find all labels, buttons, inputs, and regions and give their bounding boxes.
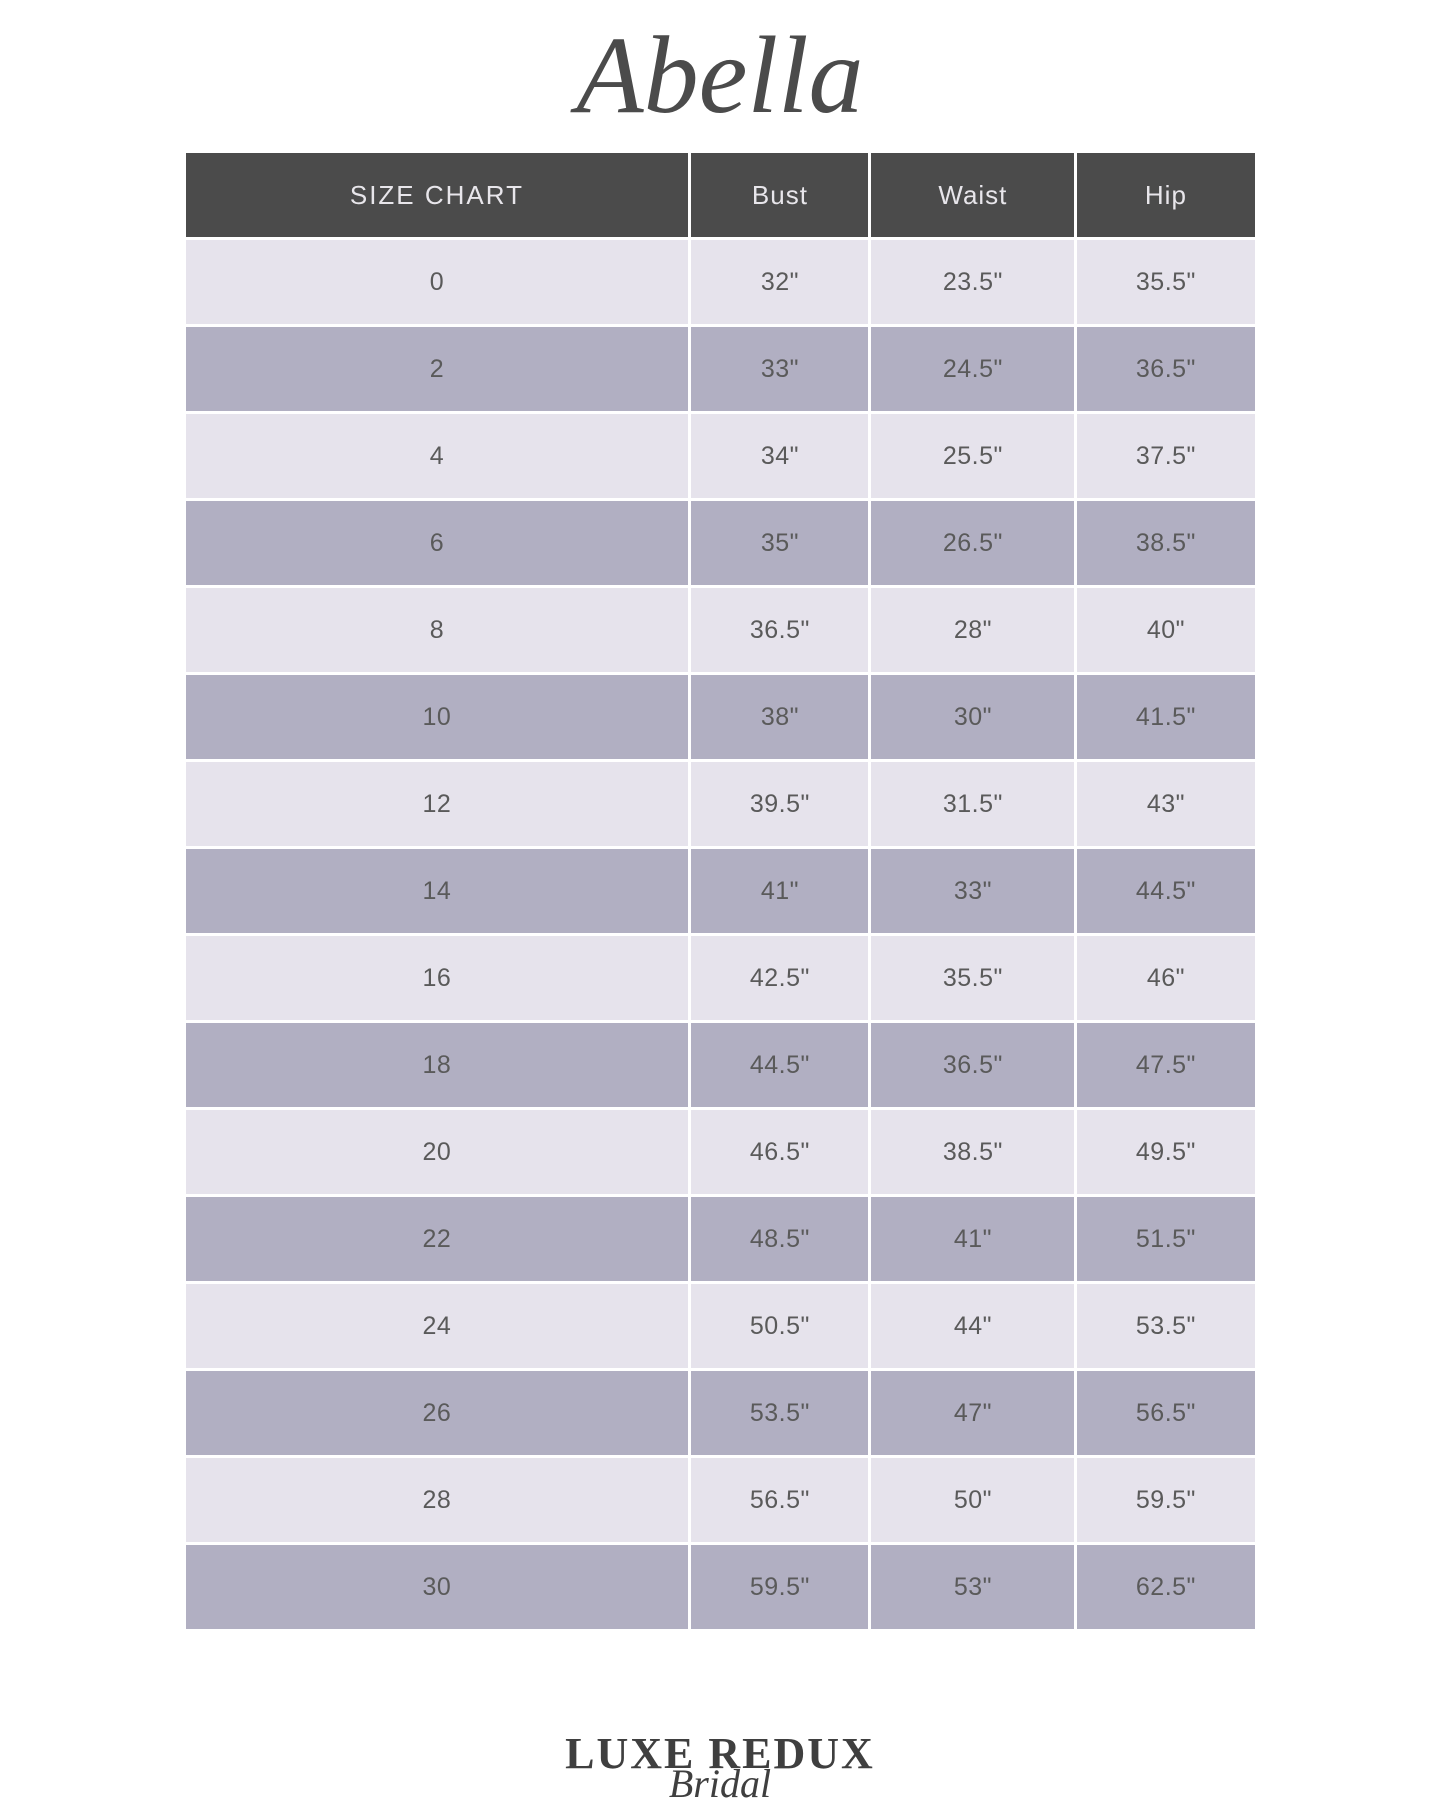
table-cell: 51.5"	[1077, 1197, 1254, 1281]
table-cell: 35.5"	[871, 936, 1074, 1020]
footer-logo: LUXE REDUX Bridal	[565, 1732, 875, 1804]
table-cell: 31.5"	[871, 762, 1074, 846]
table-row: 635"26.5"38.5"	[186, 501, 1255, 585]
table-cell: 42.5"	[691, 936, 868, 1020]
table-cell: 47"	[871, 1371, 1074, 1455]
table-row: 3059.5"53"62.5"	[186, 1545, 1255, 1629]
table-cell: 50.5"	[691, 1284, 868, 1368]
table-cell: 16	[186, 936, 689, 1020]
page-root: Abella SIZE CHART Bust Waist Hip 032"23.…	[0, 0, 1440, 1800]
table-row: 1642.5"35.5"46"	[186, 936, 1255, 1020]
table-cell: 49.5"	[1077, 1110, 1254, 1194]
table-cell: 38"	[691, 675, 868, 759]
table-row: 233"24.5"36.5"	[186, 327, 1255, 411]
table-cell: 53"	[871, 1545, 1074, 1629]
table-cell: 50"	[871, 1458, 1074, 1542]
table-cell: 0	[186, 240, 689, 324]
table-cell: 26.5"	[871, 501, 1074, 585]
table-row: 2046.5"38.5"49.5"	[186, 1110, 1255, 1194]
table-cell: 38.5"	[871, 1110, 1074, 1194]
table-row: 2653.5"47"56.5"	[186, 1371, 1255, 1455]
table-row: 2856.5"50"59.5"	[186, 1458, 1255, 1542]
table-cell: 6	[186, 501, 689, 585]
table-cell: 30"	[871, 675, 1074, 759]
table-cell: 12	[186, 762, 689, 846]
table-cell: 26	[186, 1371, 689, 1455]
table-cell: 41"	[871, 1197, 1074, 1281]
table-cell: 25.5"	[871, 414, 1074, 498]
table-cell: 47.5"	[1077, 1023, 1254, 1107]
table-cell: 44"	[871, 1284, 1074, 1368]
table-row: 2450.5"44"53.5"	[186, 1284, 1255, 1368]
size-chart-table: SIZE CHART Bust Waist Hip 032"23.5"35.5"…	[183, 150, 1258, 1632]
table-cell: 53.5"	[691, 1371, 868, 1455]
table-cell: 46.5"	[691, 1110, 868, 1194]
table-row: 1239.5"31.5"43"	[186, 762, 1255, 846]
table-row: 2248.5"41"51.5"	[186, 1197, 1255, 1281]
table-row: 1441"33"44.5"	[186, 849, 1255, 933]
table-cell: 23.5"	[871, 240, 1074, 324]
table-cell: 53.5"	[1077, 1284, 1254, 1368]
table-cell: 44.5"	[691, 1023, 868, 1107]
table-cell: 33"	[871, 849, 1074, 933]
table-cell: 59.5"	[1077, 1458, 1254, 1542]
table-cell: 14	[186, 849, 689, 933]
table-cell: 39.5"	[691, 762, 868, 846]
table-cell: 28"	[871, 588, 1074, 672]
col-header-hip: Hip	[1077, 153, 1254, 237]
table-cell: 56.5"	[691, 1458, 868, 1542]
table-cell: 41"	[691, 849, 868, 933]
table-cell: 22	[186, 1197, 689, 1281]
table-cell: 59.5"	[691, 1545, 868, 1629]
col-header-bust: Bust	[691, 153, 868, 237]
col-header-waist: Waist	[871, 153, 1074, 237]
table-cell: 2	[186, 327, 689, 411]
table-row: 1038"30"41.5"	[186, 675, 1255, 759]
table-cell: 48.5"	[691, 1197, 868, 1281]
table-row: 434"25.5"37.5"	[186, 414, 1255, 498]
table-header: SIZE CHART Bust Waist Hip	[186, 153, 1255, 237]
table-cell: 43"	[1077, 762, 1254, 846]
col-header-size: SIZE CHART	[186, 153, 689, 237]
table-cell: 62.5"	[1077, 1545, 1254, 1629]
table-cell: 10	[186, 675, 689, 759]
table-row: 032"23.5"35.5"	[186, 240, 1255, 324]
table-cell: 36.5"	[1077, 327, 1254, 411]
table-cell: 41.5"	[1077, 675, 1254, 759]
table-cell: 18	[186, 1023, 689, 1107]
table-cell: 32"	[691, 240, 868, 324]
table-cell: 4	[186, 414, 689, 498]
brand-title: Abella	[576, 20, 863, 130]
table-cell: 28	[186, 1458, 689, 1542]
table-cell: 36.5"	[871, 1023, 1074, 1107]
table-cell: 24.5"	[871, 327, 1074, 411]
table-body: 032"23.5"35.5"233"24.5"36.5"434"25.5"37.…	[186, 240, 1255, 1629]
table-cell: 56.5"	[1077, 1371, 1254, 1455]
table-cell: 40"	[1077, 588, 1254, 672]
table-cell: 35"	[691, 501, 868, 585]
table-cell: 37.5"	[1077, 414, 1254, 498]
table-cell: 20	[186, 1110, 689, 1194]
table-cell: 30	[186, 1545, 689, 1629]
table-cell: 8	[186, 588, 689, 672]
table-cell: 44.5"	[1077, 849, 1254, 933]
table-cell: 46"	[1077, 936, 1254, 1020]
table-cell: 24	[186, 1284, 689, 1368]
table-cell: 33"	[691, 327, 868, 411]
table-row: 836.5"28"40"	[186, 588, 1255, 672]
table-cell: 38.5"	[1077, 501, 1254, 585]
table-row: 1844.5"36.5"47.5"	[186, 1023, 1255, 1107]
table-cell: 35.5"	[1077, 240, 1254, 324]
table-cell: 34"	[691, 414, 868, 498]
table-cell: 36.5"	[691, 588, 868, 672]
